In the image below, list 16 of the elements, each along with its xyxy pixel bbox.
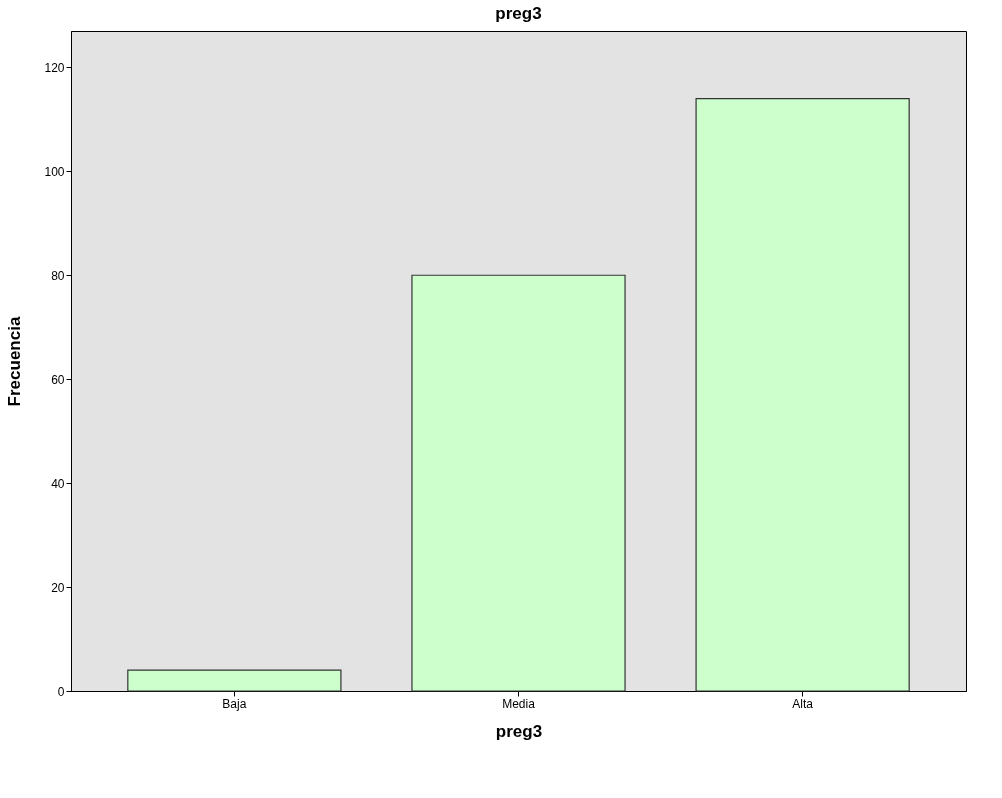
y-tick-label: 20 <box>51 580 65 595</box>
y-tick-label: 80 <box>51 268 65 283</box>
y-tick-label: 60 <box>51 372 65 387</box>
y-tick-label: 100 <box>44 164 65 179</box>
bar <box>695 97 910 692</box>
chart-title: preg3 <box>495 4 542 23</box>
bar <box>127 669 342 692</box>
bar <box>411 274 626 692</box>
x-tick-label: Alta <box>792 696 814 711</box>
y-tick-label: 40 <box>51 476 65 491</box>
x-tick-label: Media <box>502 696 536 711</box>
y-tick-label: 0 <box>57 684 65 699</box>
y-tick-label: 120 <box>44 60 65 75</box>
x-axis-title: preg3 <box>495 721 543 741</box>
x-tick-label: Baja <box>222 696 247 711</box>
y-axis-title: Frecuencia <box>5 316 25 407</box>
